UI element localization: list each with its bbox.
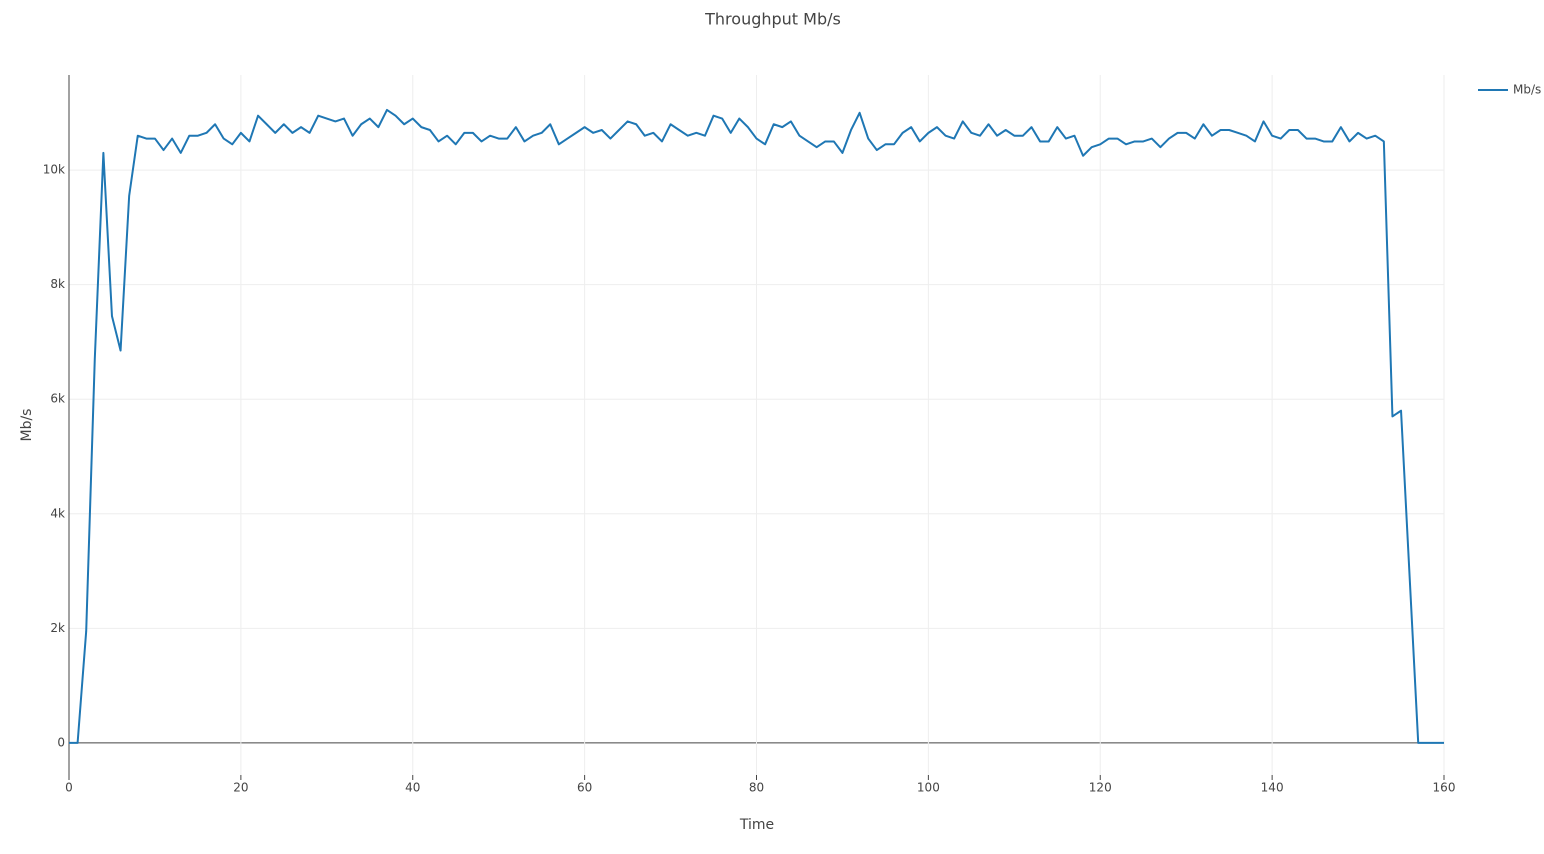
x-tick-label: 40 [405,781,420,795]
x-tick-label: 80 [749,781,764,795]
x-tick-label: 100 [917,781,940,795]
y-tick-label: 6k [50,392,65,406]
y-tick-label: 0 [57,735,65,749]
legend-label: Mb/s [1513,83,1541,97]
x-tick-label: 140 [1261,781,1284,795]
y-tick-label: 2k [50,621,65,635]
y-axis-title: Mb/s [19,409,35,442]
data-line [69,108,1444,744]
x-tick-label: 20 [233,781,248,795]
x-tick-label: 120 [1089,781,1112,795]
x-tick-label: 60 [577,781,592,795]
y-tick-label: 10k [43,163,65,177]
x-tick-label: 160 [1433,781,1456,795]
y-tick-label: 8k [50,277,65,291]
x-tick-label: 0 [65,781,73,795]
chart-title: Throughput Mb/s [704,10,841,29]
y-tick-label: 4k [50,506,65,520]
x-axis-title: Time [739,817,774,833]
